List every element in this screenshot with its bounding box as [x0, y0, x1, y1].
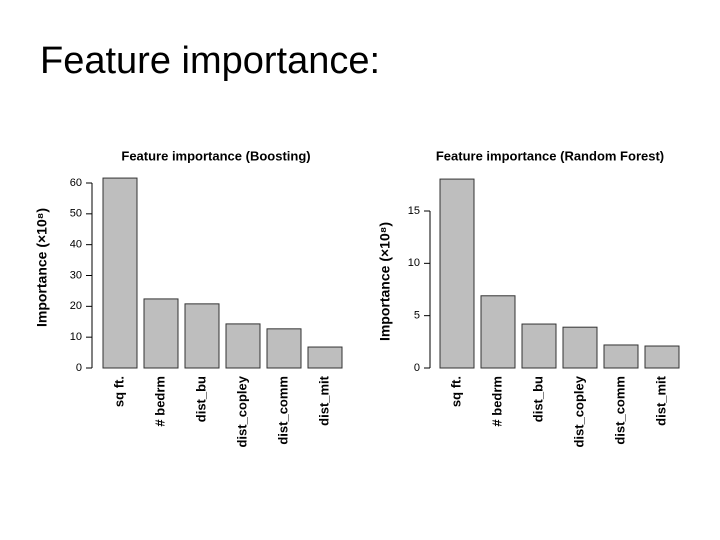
y-tick-label: 60 [70, 177, 82, 189]
x-tick-label: sq ft. [448, 376, 463, 407]
chart-title: Feature importance (Random Forest) [436, 148, 664, 163]
y-axis-label: Importance (×10⁸) [377, 222, 393, 341]
x-tick-label: # bedrm [152, 376, 167, 427]
y-tick-label: 10 [408, 257, 420, 269]
bar [143, 298, 179, 369]
y-axis-label: Importance (×10⁸) [34, 208, 50, 327]
bar [603, 344, 639, 369]
x-tick-label: dist_bu [530, 376, 545, 422]
slide-title: Feature importance: [40, 40, 380, 82]
bar [225, 323, 261, 369]
bar [266, 328, 302, 369]
x-tick-label: dist_comm [612, 376, 627, 445]
y-tick-label: 40 [70, 239, 82, 251]
y-tick-label: 10 [70, 331, 82, 343]
x-tick-label: dist_copley [234, 375, 249, 447]
x-tick-label: # bedrm [489, 376, 504, 427]
x-tick-label: dist_copley [571, 375, 586, 447]
chart-title: Feature importance (Boosting) [121, 148, 310, 163]
bar [521, 323, 557, 369]
bar [102, 177, 138, 369]
y-tick-label: 50 [70, 208, 82, 220]
y-tick-label: 15 [408, 205, 420, 217]
x-tick-label: dist_mit [653, 375, 668, 426]
y-tick-label: 20 [70, 300, 82, 312]
bar [307, 346, 343, 369]
bar [480, 295, 516, 369]
x-tick-label: dist_comm [275, 376, 290, 445]
y-tick-label: 30 [70, 269, 82, 281]
bar [644, 345, 680, 369]
x-tick-label: sq ft. [111, 376, 126, 407]
x-tick-label: dist_mit [316, 375, 331, 426]
bar [439, 178, 475, 369]
y-tick-label: 0 [414, 362, 420, 374]
y-tick-label: 0 [76, 362, 82, 374]
bar [184, 303, 220, 369]
bar [562, 326, 598, 369]
y-tick-label: 5 [414, 310, 420, 322]
x-tick-label: dist_bu [193, 376, 208, 422]
